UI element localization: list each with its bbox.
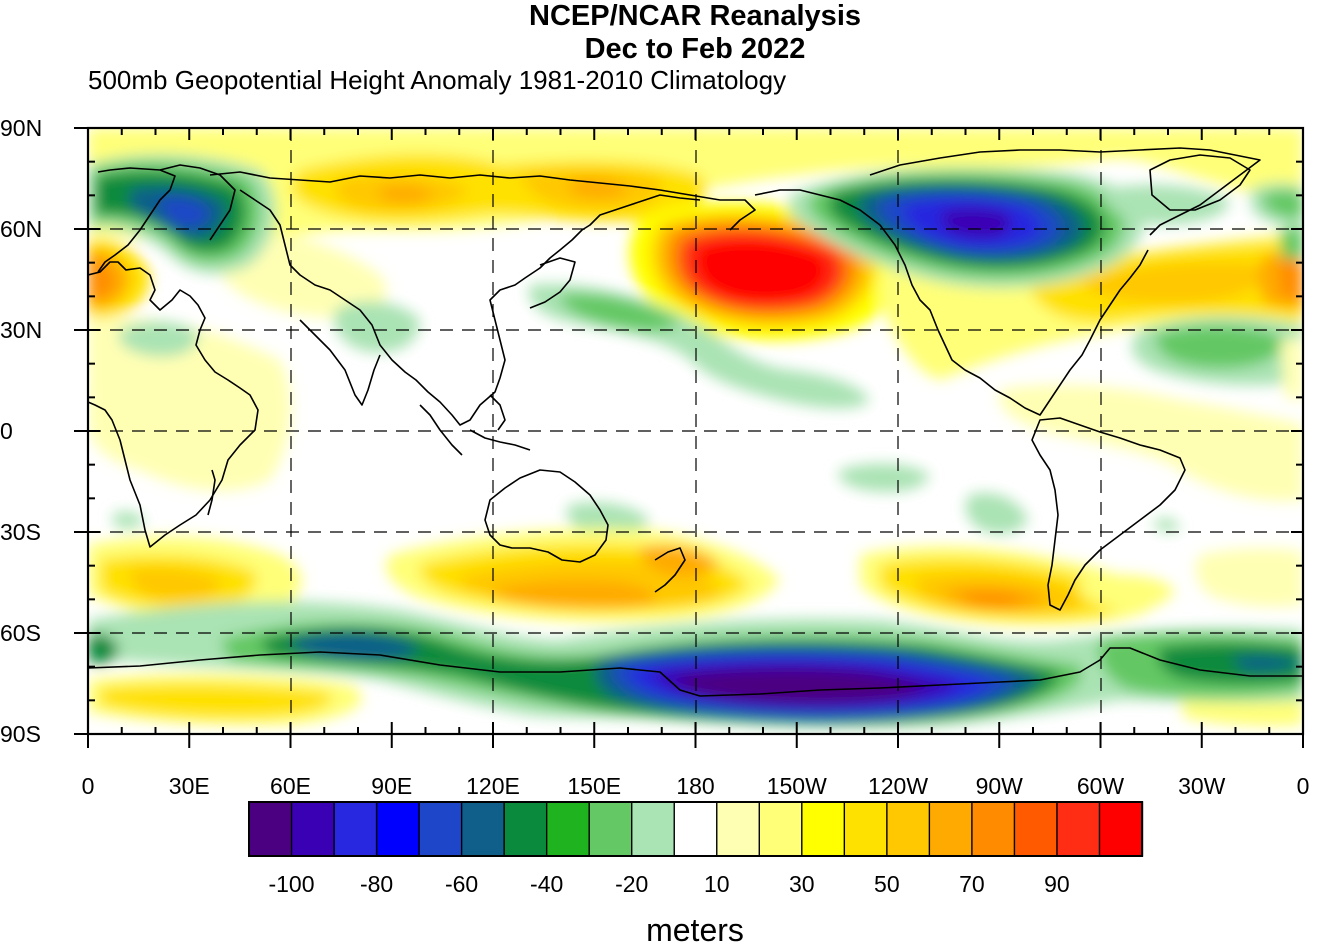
- lon-label: 0: [1296, 773, 1310, 799]
- gridlines: [88, 128, 1303, 734]
- subtitle: 500mb Geopotential Height Anomaly 1981-2…: [88, 65, 787, 95]
- colorbar-swatch: [1013, 801, 1059, 857]
- lon-label: 60E: [270, 773, 311, 799]
- colorbar-label: 30: [789, 871, 815, 897]
- colorbar-swatch: [928, 801, 974, 857]
- axis-ticks: [74, 127, 1304, 748]
- colorbar-label: -80: [359, 871, 394, 897]
- lon-label: 150W: [766, 773, 827, 799]
- lat-label: 30S: [0, 519, 41, 545]
- colorbar-swatch: [290, 801, 336, 857]
- colorbar-swatch: [1098, 801, 1144, 857]
- colorbar-swatch: [248, 801, 293, 857]
- lat-label: 0: [0, 418, 13, 444]
- colorbar-label: 70: [959, 871, 985, 897]
- colorbar-label: 90: [1044, 871, 1070, 897]
- colorbar-swatch: [758, 801, 804, 857]
- colorbar-frame: [248, 801, 1143, 857]
- colorbar-label: -60: [444, 871, 479, 897]
- colorbar-label: 10: [703, 871, 730, 897]
- lat-label: 90N: [0, 115, 43, 141]
- lon-label: 90E: [371, 773, 413, 799]
- lon-label: 90W: [975, 773, 1023, 799]
- lon-label: 30W: [1178, 773, 1226, 799]
- colorbar-swatch: [801, 801, 846, 857]
- colorbar-label: -20: [615, 871, 649, 897]
- colorbar-swatch: [545, 801, 591, 857]
- colorbar-label: -100: [268, 871, 315, 897]
- colorbar-label: 50: [874, 871, 900, 897]
- colorbar-swatch: [333, 801, 378, 857]
- colorbar-units: meters: [646, 912, 744, 948]
- lon-label: 60W: [1076, 773, 1125, 799]
- colorbar-swatch: [886, 801, 931, 857]
- colorbar-swatch: [460, 801, 506, 857]
- title-line-1: NCEP/NCAR Reanalysis: [529, 0, 861, 32]
- lon-label: 150E: [567, 773, 622, 799]
- colorbar: [248, 801, 1144, 857]
- colorbar-swatch: [375, 801, 421, 857]
- lat-label: 30N: [0, 317, 43, 343]
- lon-label: 120W: [867, 773, 929, 799]
- colorbar-swatch: [673, 801, 718, 857]
- colorbar-swatch: [503, 801, 548, 857]
- colorbar-swatch: [418, 801, 463, 857]
- lon-label: 120E: [466, 773, 520, 799]
- colorbar-swatch: [588, 801, 633, 857]
- lat-label: 60S: [0, 620, 41, 646]
- colorbar-label: -40: [530, 871, 564, 897]
- colorbar-swatch: [1056, 801, 1101, 857]
- lon-label: 0: [81, 773, 95, 799]
- colorbar-swatch: [843, 801, 889, 857]
- title-line-2: Dec to Feb 2022: [584, 33, 806, 65]
- colorbar-swatch: [971, 801, 1016, 857]
- lat-label: 90S: [0, 721, 41, 747]
- lon-label: 30E: [168, 773, 210, 799]
- lat-label: 60N: [0, 216, 43, 242]
- colorbar-swatch: [716, 801, 761, 857]
- colorbar-swatch: [631, 801, 676, 857]
- lon-label: 180: [676, 773, 715, 799]
- coastlines: [88, 147, 1303, 697]
